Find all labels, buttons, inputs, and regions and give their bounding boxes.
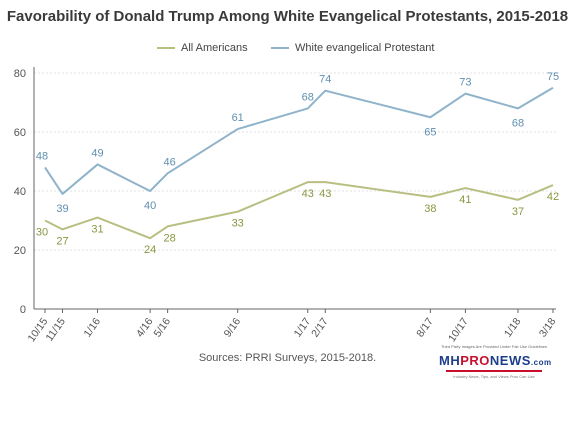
- data-label: 31: [91, 224, 103, 236]
- legend-swatch-all-americans: [157, 47, 175, 49]
- watermark-bar: [446, 370, 542, 372]
- data-label: 39: [56, 203, 68, 215]
- data-label: 74: [319, 74, 331, 86]
- watermark: Third Party Images Are Provided Under Fa…: [428, 344, 560, 406]
- data-label: 41: [459, 194, 471, 206]
- data-label: 43: [302, 188, 314, 200]
- y-tick-label: 20: [14, 245, 26, 257]
- data-label: 28: [163, 232, 175, 244]
- data-label: 73: [459, 77, 471, 89]
- data-label: 49: [91, 147, 103, 159]
- series-line-all-americans: [44, 181, 554, 240]
- data-label: 33: [232, 218, 244, 230]
- x-tick-label: 10/17: [446, 316, 471, 345]
- legend-label-white-evangelical: White evangelical Protestant: [295, 42, 435, 54]
- data-label: 48: [36, 150, 48, 162]
- watermark-tagline: Industry News, Tips, and Views Pros Can …: [453, 374, 535, 379]
- y-tick-label: 40: [14, 186, 26, 198]
- data-label: 68: [302, 91, 314, 103]
- watermark-logo-mh: MH: [439, 353, 461, 368]
- data-label: 27: [56, 235, 68, 247]
- x-tick-label: 8/17: [414, 316, 436, 340]
- x-tick-label: 1/17: [292, 316, 314, 340]
- data-label: 61: [232, 112, 244, 124]
- data-label: 75: [547, 71, 559, 83]
- data-label: 43: [319, 188, 331, 200]
- legend-label-all-americans: All Americans: [181, 42, 248, 54]
- legend-swatch-white-evangelical: [271, 47, 289, 49]
- data-label: 40: [144, 200, 156, 212]
- y-tick-label: 80: [14, 68, 26, 80]
- x-tick-label: 4/16: [134, 316, 156, 340]
- chart-title: Favorability of Donald Trump Among White…: [6, 8, 569, 25]
- watermark-logo-pro: PRO: [460, 353, 490, 368]
- x-tick-label: 3/18: [537, 316, 559, 340]
- series-line-white-evangelical: [44, 86, 554, 195]
- x-tick-label: 9/16: [222, 316, 244, 340]
- legend-item-all-americans: All Americans: [157, 42, 248, 54]
- data-label: 30: [36, 227, 48, 239]
- data-label: 38: [424, 203, 436, 215]
- data-label: 24: [144, 244, 156, 256]
- data-label: 46: [163, 156, 175, 168]
- y-tick-label: 60: [14, 127, 26, 139]
- x-tick-label: 5/16: [152, 316, 174, 340]
- x-tick-label: 2/17: [309, 316, 331, 340]
- source-note: Sources: PRRI Surveys, 2015-2018.: [198, 352, 377, 364]
- data-label: 68: [512, 117, 524, 129]
- watermark-logo: MHPRONEWS.com: [439, 353, 552, 368]
- watermark-logo-suffix: .com: [530, 358, 552, 367]
- watermark-top-text: Third Party Images Are Provided Under Fa…: [440, 344, 548, 349]
- data-label: 65: [424, 126, 436, 138]
- data-label: 37: [512, 206, 524, 218]
- legend: All Americans White evangelical Protesta…: [0, 42, 575, 56]
- data-label: 42: [547, 191, 559, 203]
- legend-item-white-evangelical: White evangelical Protestant: [271, 42, 434, 54]
- watermark-logo-news: NEWS: [489, 353, 531, 368]
- x-tick-label: 11/15: [44, 316, 69, 344]
- x-tick-label: 1/16: [81, 316, 103, 340]
- x-tick-label: 1/18: [502, 316, 524, 340]
- y-tick-label: 0: [20, 304, 26, 316]
